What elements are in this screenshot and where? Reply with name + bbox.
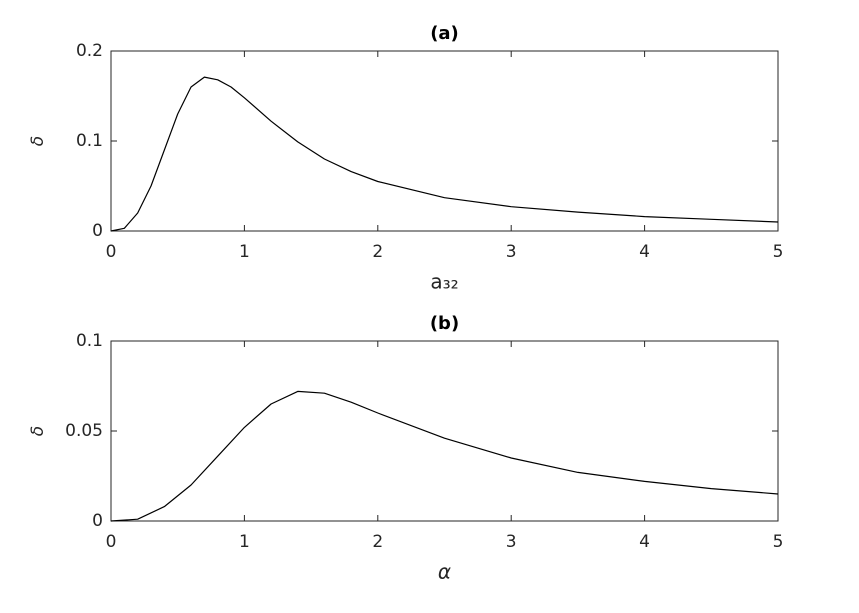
x-tick-label: 2 — [372, 242, 383, 262]
x-axis-label: a₃₂ — [430, 270, 458, 294]
x-tick-label: 5 — [773, 532, 784, 552]
y-axis-label: δ — [28, 136, 48, 146]
x-tick-label: 3 — [506, 532, 517, 552]
x-tick-label: 5 — [773, 242, 784, 262]
x-tick-label: 3 — [506, 242, 517, 262]
y-tick-label: 0.2 — [76, 41, 103, 61]
x-tick-label: 4 — [639, 532, 650, 552]
y-tick-label: 0.05 — [65, 421, 103, 441]
x-tick-label: 1 — [239, 242, 250, 262]
y-tick-label: 0 — [92, 511, 103, 531]
chart-title: (a) — [430, 23, 459, 44]
line — [110, 76, 779, 232]
x-tick-label: 0 — [106, 532, 117, 552]
y-tick-label: 0 — [92, 221, 103, 241]
y-tick-label: 0.1 — [76, 131, 103, 151]
x-tick-label: 2 — [372, 532, 383, 552]
chart-title: (b) — [430, 313, 459, 334]
x-tick-label: 0 — [106, 242, 117, 262]
y-tick-label: 0.1 — [76, 331, 103, 351]
x-tick-label: 4 — [639, 242, 650, 262]
line — [110, 390, 779, 522]
x-axis-label: α — [438, 560, 451, 584]
axes-box — [110, 340, 779, 522]
x-tick-label: 1 — [239, 532, 250, 552]
y-axis-label: δ — [28, 426, 48, 436]
